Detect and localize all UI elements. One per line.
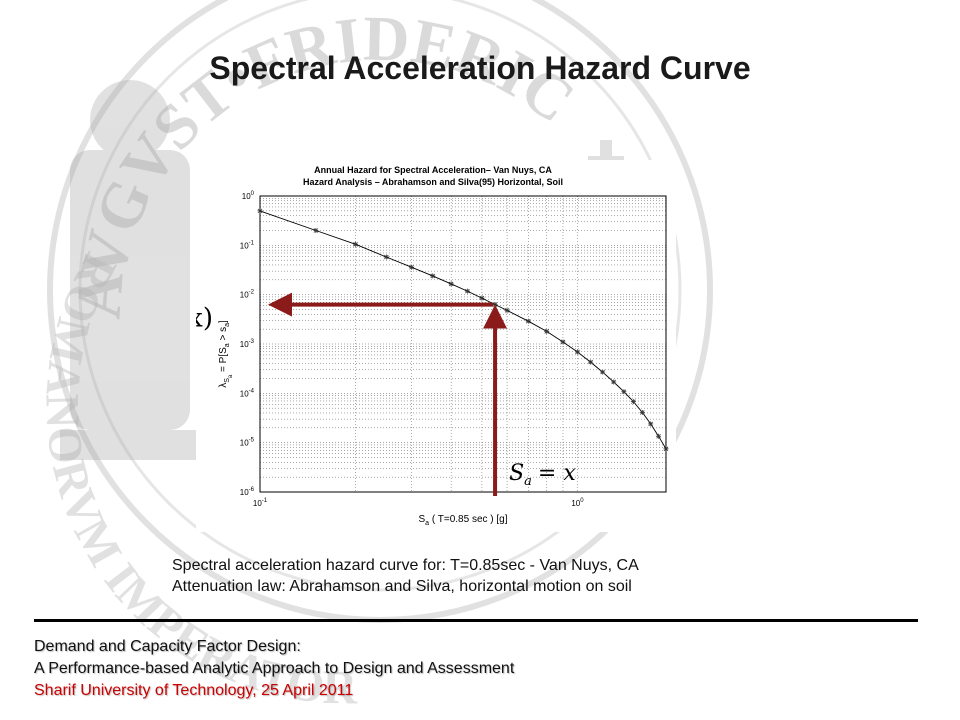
y-tick-label: 10-5 bbox=[240, 438, 255, 448]
footer-divider bbox=[34, 619, 918, 622]
data-point bbox=[430, 273, 436, 279]
hazard-chart-svg: Annual Hazard for Spectral Acceleration–… bbox=[196, 165, 669, 527]
data-point-stroke bbox=[384, 254, 389, 260]
plot-frame bbox=[259, 195, 667, 493]
x-axis-label: Sa ( T=0.85 sec ) [g] bbox=[418, 514, 507, 527]
data-point-stroke bbox=[479, 295, 485, 301]
y-tick-label: 10-3 bbox=[240, 339, 255, 349]
data-point-stroke bbox=[257, 208, 263, 214]
data-point-stroke bbox=[353, 242, 358, 247]
footer-line-3: Sharif University of Technology, 25 Apri… bbox=[34, 682, 354, 699]
data-point bbox=[574, 349, 580, 355]
data-point-stroke bbox=[430, 273, 436, 279]
data-point bbox=[492, 302, 498, 308]
data-point bbox=[479, 295, 485, 301]
data-point bbox=[639, 409, 645, 415]
data-point-stroke bbox=[409, 264, 414, 270]
data-point-stroke bbox=[526, 318, 531, 324]
y-axis-label: λSa = P[Sa > sa] bbox=[218, 320, 234, 388]
data-point bbox=[525, 318, 531, 324]
data-point bbox=[663, 446, 669, 452]
data-point bbox=[544, 328, 550, 334]
data-point bbox=[600, 369, 606, 375]
y-tick-label: 10-2 bbox=[240, 290, 255, 300]
y-tick-label: 10-1 bbox=[240, 240, 255, 250]
data-point-stroke bbox=[600, 369, 605, 375]
chart-title: Annual Hazard for Spectral Acceleration–… bbox=[314, 165, 552, 175]
data-point bbox=[464, 288, 470, 294]
footer-line-1: Demand and Capacity Factor Design: bbox=[34, 638, 301, 655]
data-point-stroke bbox=[663, 446, 669, 452]
data-point bbox=[383, 254, 389, 260]
figure-caption: Spectral acceleration hazard curve for: … bbox=[172, 555, 639, 597]
footer-line-2: A Performance-based Analytic Approach to… bbox=[34, 660, 515, 677]
data-point-stroke bbox=[448, 281, 454, 287]
footer: Demand and Capacity Factor Design: A Per… bbox=[34, 636, 514, 702]
data-point bbox=[313, 227, 319, 233]
data-point-stroke bbox=[621, 389, 627, 394]
data-point-stroke bbox=[575, 349, 580, 355]
data-point-stroke bbox=[656, 433, 661, 439]
hazard-chart: Annual Hazard for Spectral Acceleration–… bbox=[196, 160, 676, 532]
data-point bbox=[611, 379, 617, 385]
y-tick-label: 100 bbox=[242, 191, 255, 201]
y-tick-label: 10-4 bbox=[240, 388, 255, 398]
data-point bbox=[408, 264, 414, 270]
slide-title: Spectral Acceleration Hazard Curve bbox=[209, 50, 751, 86]
chart-grid bbox=[259, 196, 666, 493]
data-point-stroke bbox=[544, 329, 550, 334]
data-point-stroke bbox=[611, 379, 616, 385]
data-point-stroke bbox=[631, 399, 636, 404]
data-point-stroke bbox=[640, 410, 645, 415]
x-tick-label: 10-1 bbox=[253, 498, 268, 508]
data-point-stroke bbox=[465, 288, 470, 294]
data-point bbox=[353, 241, 359, 247]
data-point bbox=[630, 399, 636, 405]
lambda-annotation: λSa(x) bbox=[196, 304, 213, 340]
x-tick-label: 100 bbox=[571, 498, 584, 508]
data-point bbox=[448, 281, 454, 287]
data-point-stroke bbox=[648, 421, 653, 427]
data-point bbox=[621, 389, 627, 395]
data-point-stroke bbox=[588, 359, 593, 365]
data-point bbox=[656, 433, 662, 439]
caption-line-2: Attenuation law: Abrahamson and Silva, h… bbox=[172, 578, 632, 595]
caption-line-1: Spectral acceleration hazard curve for: … bbox=[172, 557, 639, 574]
data-point bbox=[588, 359, 594, 365]
y-tick-label: 10-6 bbox=[240, 487, 255, 497]
data-point bbox=[560, 339, 566, 345]
data-point bbox=[257, 208, 263, 214]
data-point-stroke bbox=[560, 339, 566, 345]
data-point bbox=[504, 307, 510, 313]
chart-subtitle: Hazard Analysis – Abrahamson and Silva(9… bbox=[303, 177, 563, 187]
data-point-stroke bbox=[313, 228, 319, 233]
sa-annotation: Sa = x bbox=[509, 461, 576, 489]
data-point bbox=[648, 421, 654, 427]
